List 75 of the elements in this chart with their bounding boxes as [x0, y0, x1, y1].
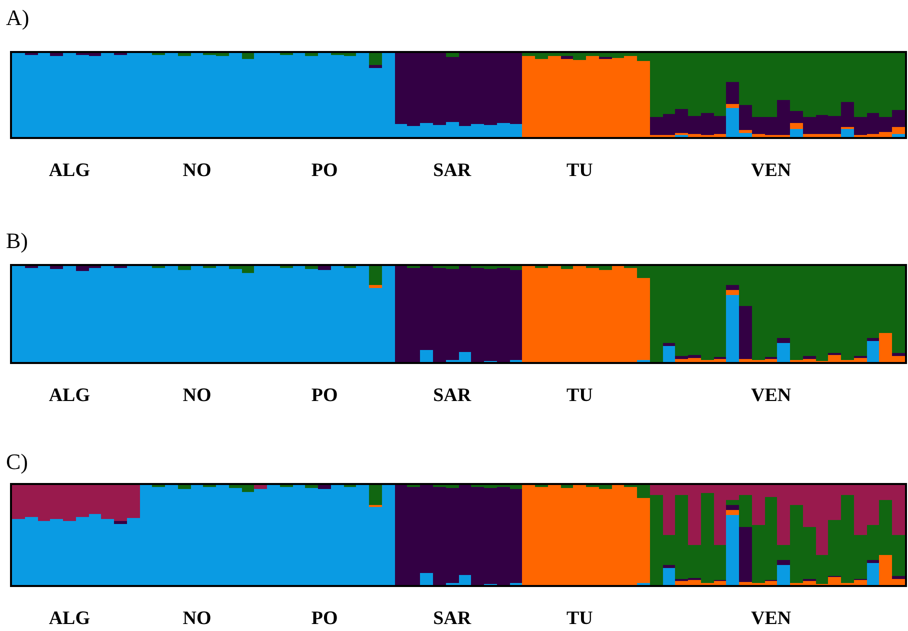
bar — [114, 521, 127, 524]
x-tick-label: TU — [566, 160, 594, 181]
x-tick-label: ALG — [48, 384, 90, 406]
bar — [369, 53, 382, 65]
chart-title: A) — [6, 5, 30, 30]
bar — [739, 130, 752, 133]
x-tick-label: NO — [182, 160, 212, 181]
bar — [420, 350, 433, 362]
bar — [178, 266, 191, 270]
bar — [318, 485, 331, 489]
x-tick-label: VEN — [750, 608, 792, 629]
bar — [254, 485, 267, 489]
bar — [726, 285, 739, 290]
bar — [726, 505, 739, 510]
x-tick-label: PO — [311, 608, 338, 629]
bar — [777, 343, 790, 362]
bar — [892, 353, 905, 356]
x-tick-label: TU — [566, 608, 594, 629]
bar — [790, 129, 803, 137]
bar — [841, 129, 854, 137]
x-tick-label: VEN — [750, 384, 792, 406]
bar — [867, 563, 879, 585]
x-tick-label: VEN — [750, 160, 792, 181]
bar — [777, 338, 790, 343]
bar — [663, 568, 675, 585]
bar — [369, 266, 382, 285]
bar — [420, 573, 433, 585]
chart-title: B) — [6, 228, 28, 253]
bar — [305, 266, 318, 269]
bar — [892, 576, 905, 579]
bar — [726, 295, 739, 362]
bar — [305, 53, 318, 56]
bar — [777, 565, 790, 585]
bar — [318, 266, 331, 270]
bar — [561, 266, 573, 269]
bar — [369, 65, 382, 68]
bar — [726, 104, 739, 108]
bar — [790, 123, 803, 129]
x-tick-label: PO — [311, 384, 338, 406]
bar — [726, 510, 739, 515]
bar — [663, 565, 675, 568]
x-tick-label: SAR — [433, 608, 472, 629]
bar — [867, 338, 879, 341]
bar — [803, 356, 816, 359]
bar — [50, 266, 63, 269]
bar — [369, 285, 382, 288]
bar — [561, 56, 573, 59]
bar — [726, 290, 739, 295]
x-tick-label: PO — [311, 160, 338, 181]
bar — [867, 341, 879, 362]
x-tick-label: ALG — [48, 160, 90, 181]
chart-title: C) — [6, 449, 28, 474]
bar — [777, 560, 790, 565]
bar — [50, 53, 63, 56]
x-tick-label: SAR — [433, 384, 472, 406]
x-tick-label: NO — [182, 608, 212, 629]
bar — [369, 485, 382, 505]
bar — [561, 485, 573, 488]
x-tick-label: TU — [566, 384, 594, 406]
bar — [867, 560, 879, 563]
bar — [178, 53, 191, 56]
bar — [242, 53, 254, 59]
bar — [178, 485, 191, 489]
bar — [663, 346, 675, 362]
bar — [663, 343, 675, 346]
x-tick-label: NO — [182, 384, 212, 406]
bar — [726, 82, 739, 104]
x-tick-label: SAR — [433, 160, 472, 181]
bar — [892, 134, 905, 137]
bar — [739, 306, 752, 359]
bar — [446, 53, 459, 57]
bar — [726, 515, 739, 585]
bar — [305, 485, 318, 488]
x-tick-label: ALG — [48, 608, 90, 629]
bar — [739, 527, 752, 582]
